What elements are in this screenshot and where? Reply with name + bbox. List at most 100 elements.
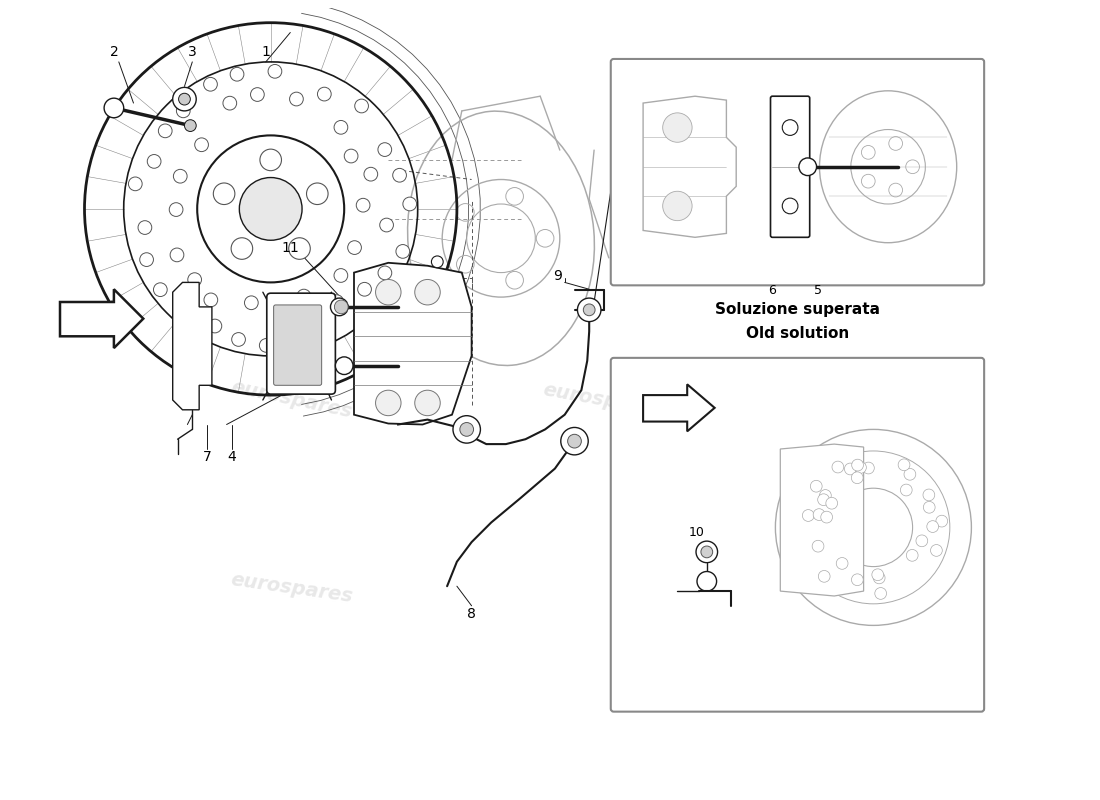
Circle shape — [851, 459, 864, 471]
Circle shape — [104, 98, 123, 118]
Circle shape — [334, 300, 348, 314]
Text: eurospares: eurospares — [541, 380, 667, 420]
Circle shape — [923, 502, 935, 513]
Circle shape — [204, 78, 218, 91]
Text: 1: 1 — [262, 45, 271, 59]
Circle shape — [178, 94, 190, 105]
Circle shape — [289, 92, 304, 106]
Circle shape — [845, 463, 856, 475]
Circle shape — [851, 574, 864, 586]
Circle shape — [855, 462, 867, 474]
Text: 7: 7 — [202, 450, 211, 464]
Circle shape — [378, 266, 392, 280]
Circle shape — [173, 87, 196, 111]
Circle shape — [568, 434, 582, 448]
Circle shape — [336, 357, 353, 374]
Circle shape — [393, 168, 406, 182]
Circle shape — [561, 427, 588, 455]
Circle shape — [334, 121, 348, 134]
Circle shape — [182, 310, 196, 323]
Circle shape — [375, 390, 402, 416]
Circle shape — [811, 480, 822, 492]
Circle shape — [378, 142, 392, 157]
Text: eurospares: eurospares — [746, 503, 844, 532]
Text: eurospares: eurospares — [746, 161, 844, 189]
Circle shape — [821, 511, 833, 523]
Text: 8: 8 — [468, 606, 476, 621]
Circle shape — [174, 170, 187, 183]
Circle shape — [344, 149, 358, 163]
Circle shape — [154, 283, 167, 297]
Polygon shape — [60, 290, 143, 348]
Circle shape — [813, 509, 825, 521]
Ellipse shape — [820, 91, 957, 242]
Polygon shape — [644, 96, 736, 238]
Circle shape — [170, 248, 184, 262]
Circle shape — [364, 167, 377, 181]
Circle shape — [185, 120, 196, 131]
Circle shape — [662, 113, 692, 142]
Circle shape — [453, 416, 481, 443]
Circle shape — [901, 484, 912, 496]
Circle shape — [356, 198, 370, 212]
FancyBboxPatch shape — [610, 358, 984, 712]
Circle shape — [802, 510, 814, 522]
Text: 5: 5 — [814, 284, 822, 297]
Circle shape — [818, 570, 830, 582]
Circle shape — [318, 87, 331, 101]
Circle shape — [379, 218, 394, 232]
Circle shape — [820, 490, 832, 502]
FancyBboxPatch shape — [610, 59, 984, 286]
Text: 6: 6 — [769, 284, 777, 297]
Circle shape — [904, 469, 916, 480]
FancyBboxPatch shape — [267, 293, 336, 394]
Circle shape — [923, 489, 935, 501]
Polygon shape — [354, 262, 472, 425]
Circle shape — [176, 104, 190, 118]
Circle shape — [415, 390, 440, 416]
Circle shape — [230, 67, 244, 81]
Text: eurospares: eurospares — [229, 378, 353, 422]
FancyBboxPatch shape — [770, 96, 810, 238]
Circle shape — [276, 307, 290, 322]
Text: Soluzione superata: Soluzione superata — [715, 302, 880, 318]
Circle shape — [213, 183, 235, 205]
Circle shape — [195, 138, 208, 152]
Circle shape — [204, 293, 218, 306]
FancyBboxPatch shape — [274, 305, 321, 386]
Circle shape — [129, 177, 142, 190]
Circle shape — [578, 298, 601, 322]
Circle shape — [862, 462, 874, 474]
Text: eurospares: eurospares — [757, 380, 882, 420]
Circle shape — [307, 183, 328, 205]
Circle shape — [223, 96, 236, 110]
Circle shape — [240, 178, 303, 240]
Circle shape — [927, 521, 938, 533]
Circle shape — [460, 422, 474, 436]
Circle shape — [232, 333, 245, 346]
Circle shape — [916, 535, 927, 546]
Text: eurospares: eurospares — [229, 570, 354, 606]
Circle shape — [583, 304, 595, 316]
Text: 2: 2 — [110, 45, 119, 59]
Circle shape — [782, 198, 797, 214]
Circle shape — [874, 587, 887, 599]
Circle shape — [268, 65, 282, 78]
Circle shape — [662, 191, 692, 221]
Circle shape — [817, 494, 829, 506]
Circle shape — [348, 241, 362, 254]
Circle shape — [375, 279, 402, 305]
Polygon shape — [173, 282, 212, 410]
Text: Old solution: Old solution — [746, 326, 849, 341]
Circle shape — [330, 298, 348, 316]
Circle shape — [931, 545, 943, 556]
Circle shape — [799, 158, 816, 175]
Circle shape — [358, 282, 372, 296]
Circle shape — [260, 338, 273, 352]
Circle shape — [873, 572, 886, 584]
Circle shape — [231, 238, 253, 259]
Text: 3: 3 — [188, 45, 197, 59]
Text: 11: 11 — [282, 241, 299, 255]
Circle shape — [334, 269, 348, 282]
Circle shape — [832, 461, 844, 473]
